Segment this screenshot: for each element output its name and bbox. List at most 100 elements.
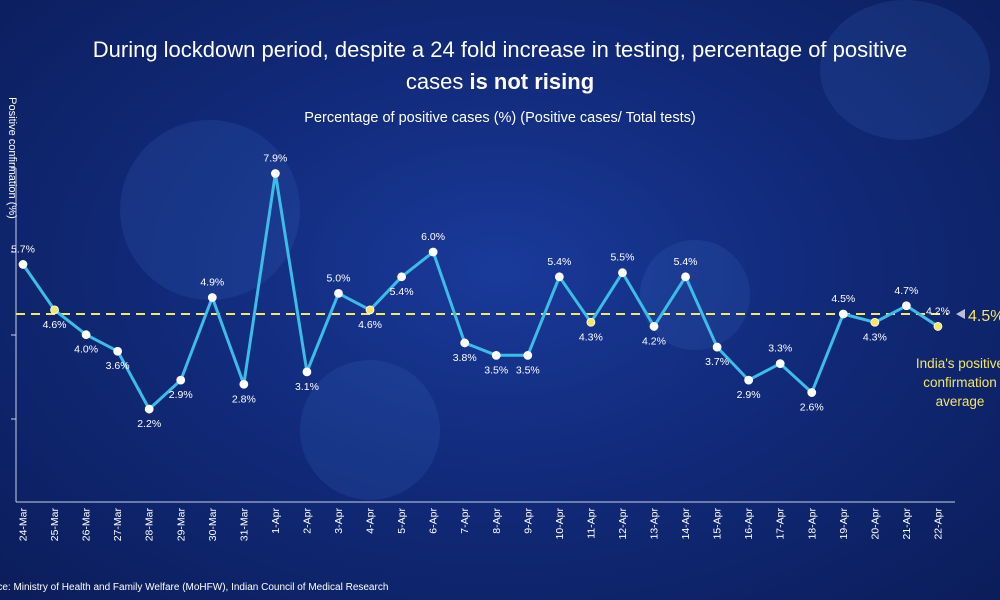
x-tick-label: 25-Mar [49,508,61,542]
reference-marker-triangle [956,309,965,320]
x-tick-label: 10-Apr [554,507,566,539]
data-point [838,309,848,319]
chart-title-line2: cases is not rising [0,66,1000,98]
data-point [807,388,817,397]
background-decoration [300,360,440,500]
data-label: 7.9% [263,153,287,165]
x-tick-label: 8-Apr [491,508,503,534]
data-label: 5.7% [11,243,35,255]
data-label: 5.0% [327,272,351,284]
data-label: 2.2% [137,418,161,430]
data-point [18,260,28,269]
data-label: 4.7% [894,285,918,297]
data-point [428,247,438,257]
chart-title-line1: During lockdown period, despite a 24 fol… [92,37,908,62]
x-tick-label: 18-Apr [806,507,818,539]
x-tick-label: 15-Apr [712,507,724,539]
x-tick-label: 7-Apr [459,508,471,534]
data-label: 3.3% [768,343,792,355]
source-note: rce: Ministry of Health and Family Welfa… [0,582,389,593]
data-label: 4.2% [926,305,950,317]
data-label: 4.9% [200,276,224,288]
x-tick-label: 14-Apr [680,507,692,539]
data-point [491,350,501,360]
data-point [870,317,880,327]
x-tick-label: 16-Apr [743,507,755,539]
data-label: 3.6% [106,360,130,372]
data-label: 2.9% [169,389,193,401]
data-point [50,305,59,315]
x-tick-label: 3-Apr [333,508,345,534]
data-point [554,272,564,282]
data-label: 5.4% [547,256,571,268]
chart-title-line2-bold: is not rising [469,69,595,94]
data-point [113,346,123,356]
data-label: 6.0% [421,231,445,243]
series-line [21,172,940,411]
data-label: 2.9% [737,389,761,401]
reference-label-line: confirmation [923,375,997,390]
x-tick-label: 21-Apr [901,507,913,539]
x-tick-label: 12-Apr [617,507,629,539]
x-tick-label: 24-Mar [18,508,30,542]
data-label: 4.3% [579,331,603,343]
x-tick-label: 9-Apr [522,508,534,534]
data-point [712,342,722,352]
data-label: 4.6% [43,319,67,331]
data-point [586,317,596,327]
data-point [176,375,186,385]
data-point [523,350,533,360]
chart-title: During lockdown period, despite a 24 fol… [0,34,1000,98]
data-point [302,367,312,377]
data-label: 3.5% [516,364,540,376]
data-label: 4.2% [642,335,666,347]
x-tick-label: 2-Apr [301,508,313,534]
x-tick-label: 4-Apr [365,508,377,534]
data-point [902,301,911,311]
data-label: 3.7% [705,356,729,368]
data-label: 5.4% [390,286,414,298]
data-point [933,322,943,331]
data-label: 3.5% [484,364,508,376]
data-point [239,379,249,389]
data-point [649,322,659,331]
x-tick-label: 11-Apr [585,508,597,539]
chart-title-line2-normal: cases [405,69,470,94]
data-label: 5.5% [610,252,634,264]
background-decoration [820,0,990,140]
reference-value-label: 4.5% [968,308,1000,325]
reference-label-line: India's positive [916,356,1000,371]
data-point [618,268,627,278]
x-tick-label: 22-Apr [932,507,944,539]
data-point [460,338,470,348]
data-label: 4.6% [358,319,382,331]
x-tick-label: 29-Mar [175,508,187,542]
x-tick-label: 27-Mar [112,508,124,542]
data-label: 5.4% [674,256,698,268]
data-label: 4.0% [74,344,98,356]
data-point [207,293,217,302]
x-tick-label: 26-Mar [81,508,93,542]
data-point [365,305,375,315]
x-tick-label: 1-Apr [270,508,282,534]
data-point [270,169,280,178]
x-tick-label: 19-Apr [838,507,850,539]
x-tick-label: 31-Mar [238,508,250,542]
data-point [397,272,407,282]
x-tick-label: 17-Apr [775,507,787,539]
data-label: 2.8% [232,393,256,405]
data-point [81,330,91,340]
data-point [144,404,154,414]
data-label: 4.3% [863,331,887,343]
data-point [334,288,343,298]
x-tick-label: 6-Apr [428,508,440,534]
data-label: 2.6% [800,402,824,414]
data-label: 3.1% [295,381,319,393]
x-tick-label: 20-Apr [869,507,881,539]
chart-subtitle: Percentage of positive cases (%) (Positi… [304,110,696,126]
data-point [744,375,754,385]
x-tick-label: 13-Apr [649,507,661,539]
data-label: 3.8% [453,352,477,364]
x-tick-label: 5-Apr [396,508,408,534]
